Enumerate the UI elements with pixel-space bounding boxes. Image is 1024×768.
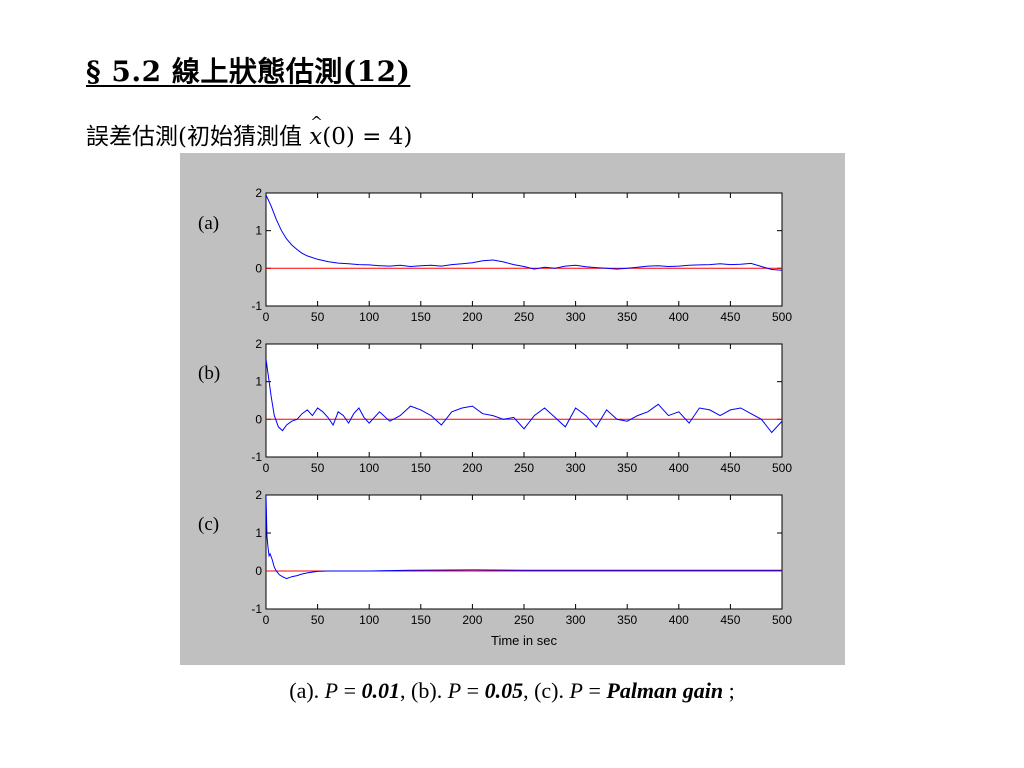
axes-panel-3: 0 50 100 150 200 250 300 350 400 450 500210-1(c)Ti… (198, 488, 792, 648)
x-tick-label: 350 (617, 613, 637, 627)
caption-c-eq: = (582, 678, 607, 703)
caption-sep-2: , (c). (523, 678, 570, 703)
y-tick-label: -1 (251, 450, 262, 464)
caption-b-value: 0.05 (484, 678, 524, 703)
y-tick-label: 1 (255, 375, 262, 389)
caption-a-label: (a). (289, 678, 325, 703)
x-tick-label: 400 (669, 613, 689, 627)
axes-box (265, 192, 783, 307)
x-tick-label: 150 (411, 310, 431, 324)
x-tick-label: 250 (514, 310, 534, 324)
x-tick-label: 350 (617, 310, 637, 324)
x-tick-label: 500 (772, 461, 792, 475)
y-tick-label: -1 (251, 602, 262, 616)
panel-label: (a) (198, 213, 219, 234)
x-tick-label: 250 (514, 461, 534, 475)
x-tick-label: 50 (311, 461, 325, 475)
x-tick-label: 400 (669, 310, 689, 324)
y-tick-label: 2 (255, 186, 262, 200)
x-tick-label: 450 (720, 613, 740, 627)
slide-subtitle: 誤差估測(初始猜測值 x(0) = 4) (86, 113, 413, 151)
x-tick-label: 50 (311, 310, 325, 324)
subtitle-xhat-variable: x (309, 113, 323, 150)
x-tick-label: 0 (263, 613, 270, 627)
caption-b-eq: = (461, 678, 485, 703)
x-tick-label: 200 (462, 613, 482, 627)
x-tick-label: 450 (720, 310, 740, 324)
x-tick-label: 100 (359, 613, 379, 627)
y-tick-label: 0 (255, 412, 262, 426)
x-tick-label: 500 (772, 613, 792, 627)
caption-a-value: 0.01 (361, 678, 401, 703)
x-tick-label: 100 (359, 461, 379, 475)
y-tick-label: 0 (255, 261, 262, 275)
x-tick-label: 350 (617, 461, 637, 475)
matlab-figure: 0 50 100 150 200 250 300 350 400 450 500 2 1 0 -1 (a) 0 5… (180, 153, 845, 665)
caption-sep-1: , (b). (400, 678, 448, 703)
y-tick-label: 2 (255, 488, 262, 502)
x-tick-label: 0 (263, 461, 270, 475)
x-tick-label: 200 (462, 310, 482, 324)
estimation-error-line (266, 495, 782, 580)
x-axis-label: Time in sec (491, 633, 557, 648)
panel-label: (b) (198, 363, 220, 384)
x-tick-label: 250 (514, 613, 534, 627)
axes-box (265, 494, 783, 610)
caption-end: ; (723, 678, 735, 703)
x-tick-label: 300 (566, 461, 586, 475)
figure-caption: (a). P = 0.01, (b). P = 0.05, (c). P = P… (0, 678, 1024, 704)
caption-c-value: Palman gain (606, 678, 724, 703)
estimation-error-line (266, 359, 782, 434)
x-tick-label: 300 (566, 310, 586, 324)
slide-title: § 5.2 線上狀態估測(12) (86, 55, 411, 88)
x-tick-label: 300 (566, 613, 586, 627)
y-tick-label: 0 (255, 564, 262, 578)
x-tick-label: 500 (772, 310, 792, 324)
y-tick-label: 2 (255, 337, 262, 351)
y-tick-label: 1 (255, 526, 262, 540)
subtitle-suffix: (0) = 4) (322, 124, 413, 150)
caption-b-var: P (447, 678, 462, 703)
estimation-error-line (266, 194, 782, 271)
x-tick-label: 50 (311, 613, 325, 627)
caption-a-var: P (324, 678, 339, 703)
x-tick-label: 0 (263, 310, 270, 324)
panel-label: (c) (198, 514, 219, 535)
y-tick-label: -1 (251, 299, 262, 313)
caption-a-eq: = (338, 678, 362, 703)
axes-box (265, 343, 783, 458)
x-tick-label: 150 (411, 613, 431, 627)
y-tick-label: 1 (255, 224, 262, 238)
x-tick-label: 450 (720, 461, 740, 475)
x-tick-label: 100 (359, 310, 379, 324)
x-tick-label: 400 (669, 461, 689, 475)
caption-c-var: P (569, 678, 583, 703)
subtitle-prefix: 誤差估測(初始猜測值 (86, 124, 310, 150)
x-tick-label: 150 (411, 461, 431, 475)
x-tick-label: 200 (462, 461, 482, 475)
